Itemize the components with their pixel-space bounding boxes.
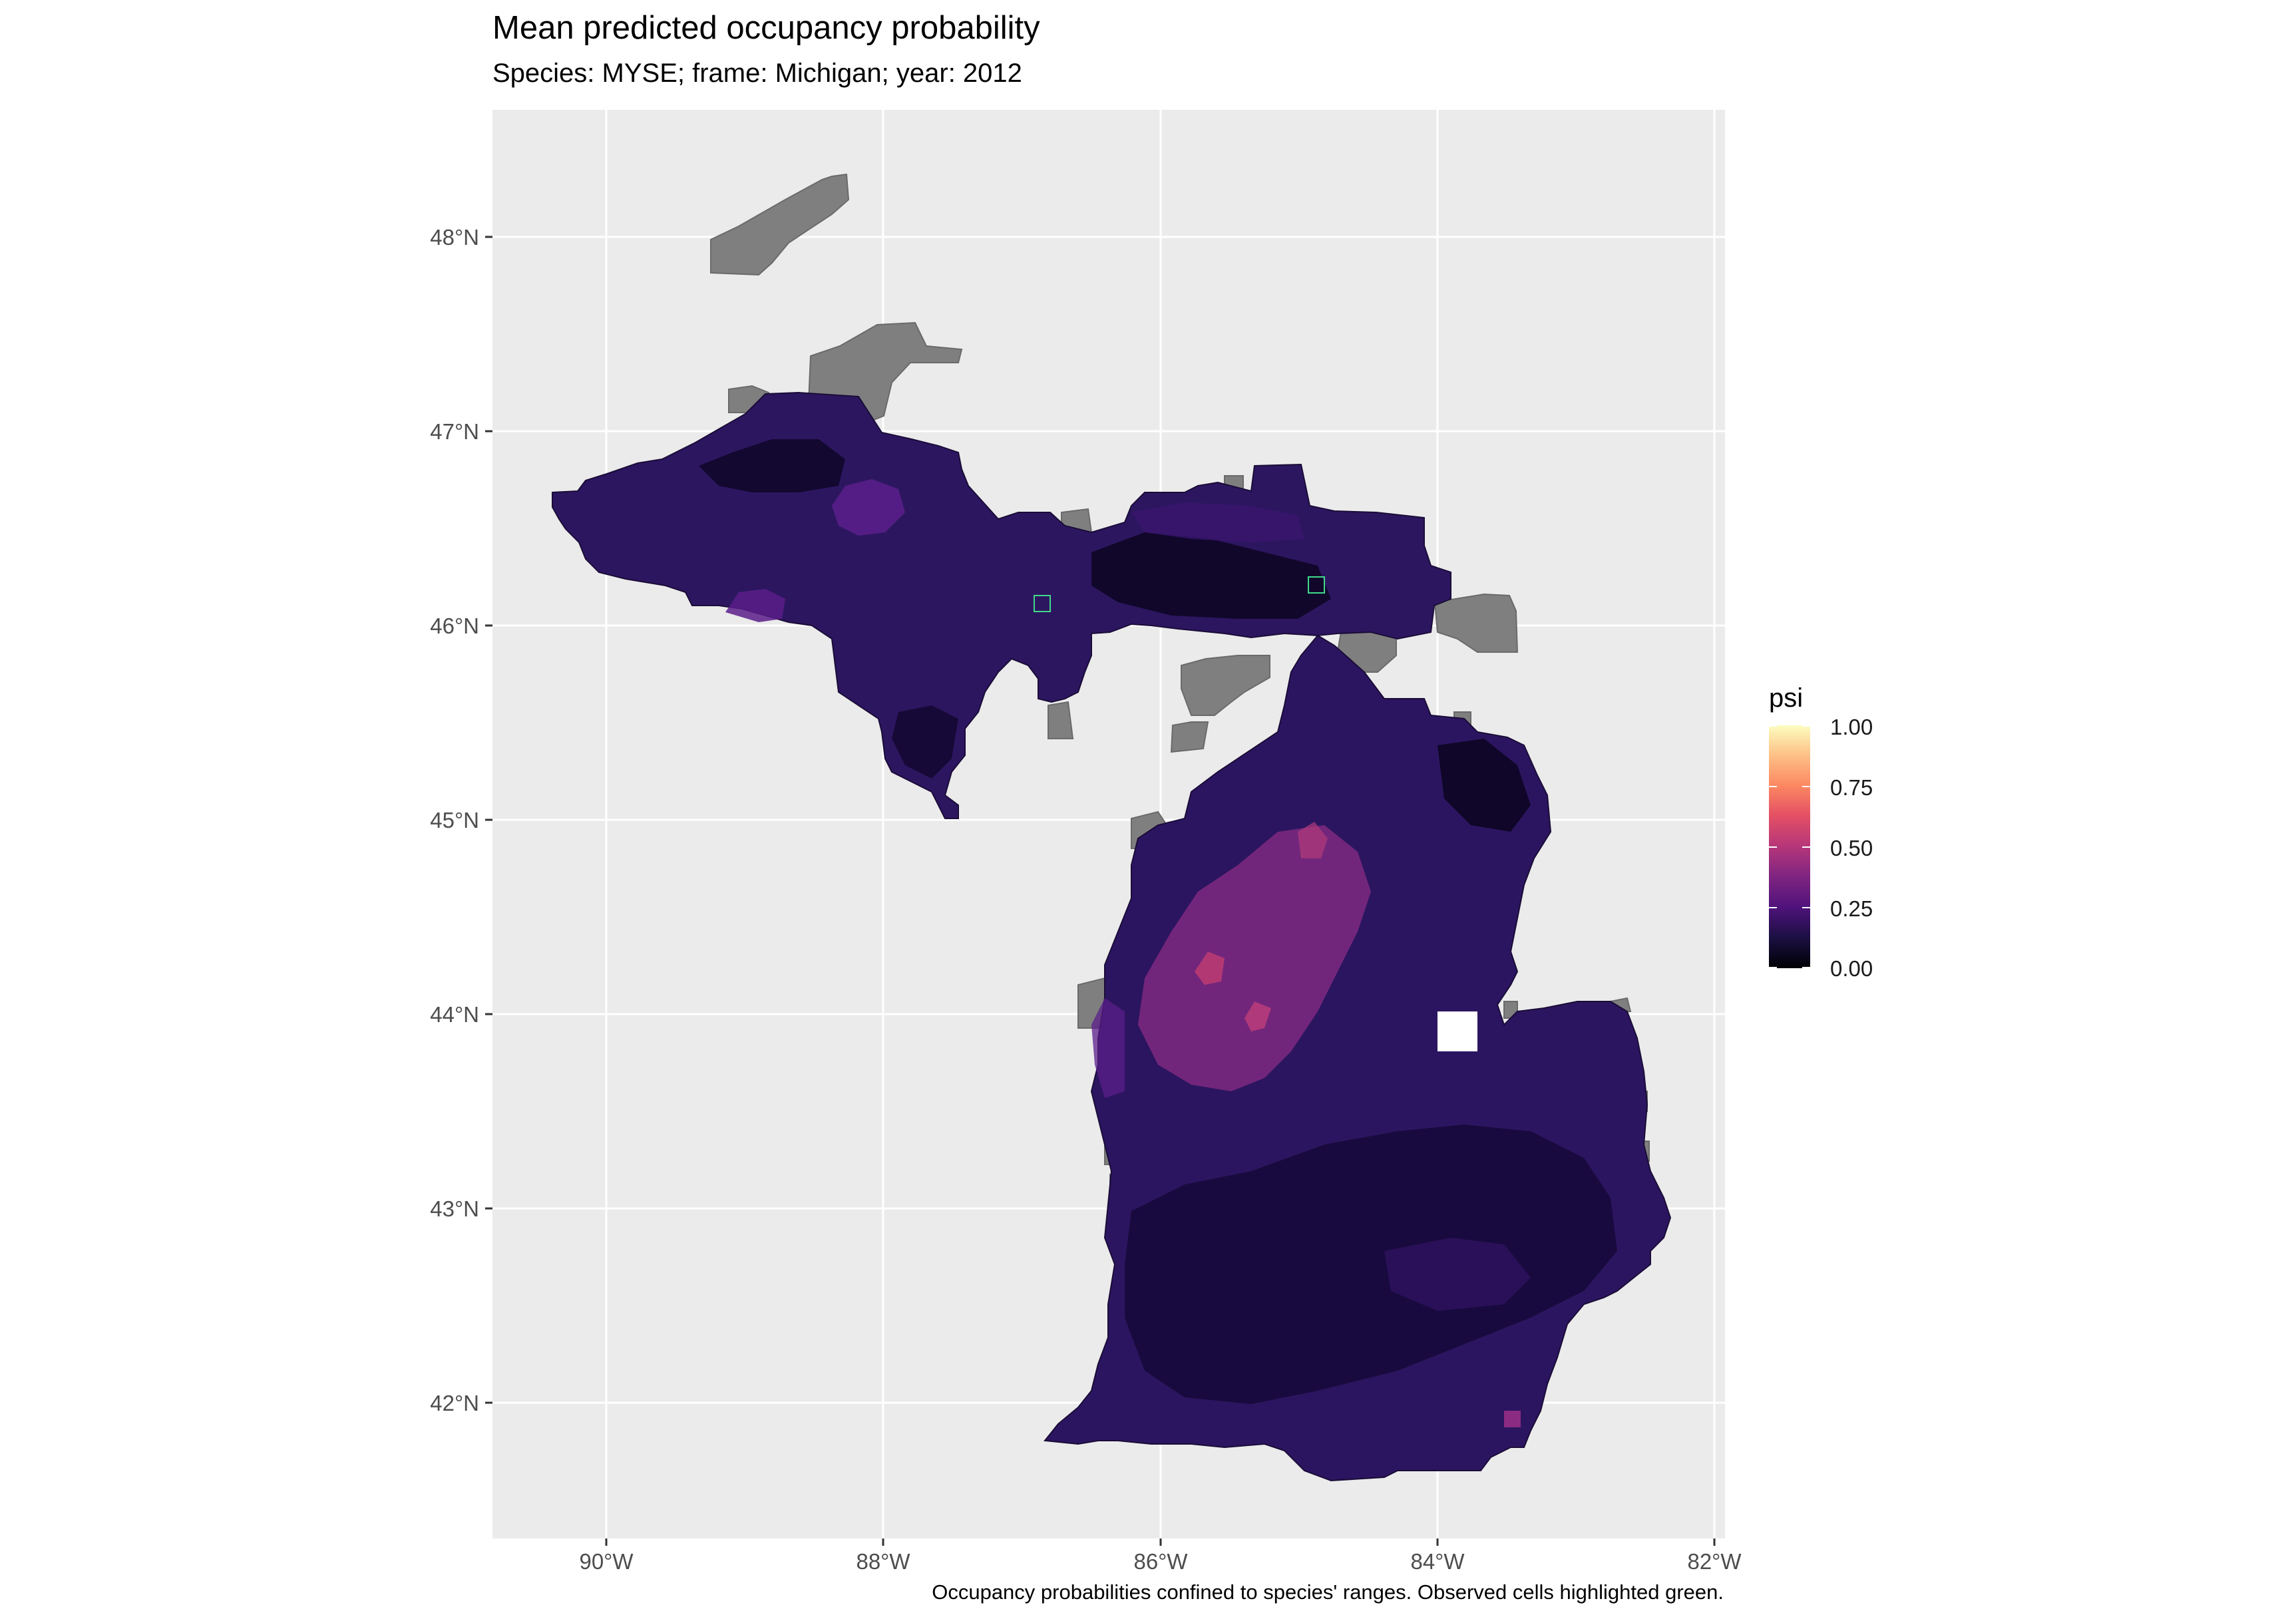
legend-label: 0.00 (1830, 956, 1873, 981)
lp-hotspot-c (1298, 822, 1328, 858)
x-tick-label: 88°W (856, 1549, 910, 1574)
legend-label: 0.50 (1830, 836, 1873, 860)
chart-title: Mean predicted occupancy probability (492, 10, 1040, 46)
legend-label: 1.00 (1830, 715, 1873, 739)
up-dark-north (699, 439, 845, 492)
lp-hotspot-a (1195, 952, 1225, 985)
up-bright-west (725, 589, 785, 622)
observed-cell (1034, 595, 1051, 612)
lp-west-edge (1091, 998, 1125, 1098)
lp-dark-south (1125, 1125, 1617, 1404)
legend-label: 0.25 (1830, 896, 1873, 921)
y-tick-label: 47°N (430, 419, 479, 444)
grey-cells-up-south (1048, 701, 1074, 739)
chart-caption: Occupancy probabilities confined to spec… (932, 1580, 1724, 1604)
upper-peninsula-east-grey (1434, 593, 1519, 653)
axis-ticks (485, 236, 1716, 1546)
y-tick-label: 42°N (430, 1391, 479, 1415)
legend-ticks (1769, 725, 1810, 968)
up-bright-center (832, 479, 905, 536)
up-dark-east (1091, 532, 1331, 619)
lp-bright-core (1138, 825, 1371, 1091)
island-small-1 (1170, 721, 1209, 753)
up-dark-south (892, 705, 958, 779)
upper-peninsula (552, 391, 1451, 819)
lp-mid-band (1384, 1238, 1531, 1311)
isle-royale (710, 173, 850, 276)
lp-dark-ne (1437, 739, 1531, 832)
y-tick-label: 44°N (430, 1002, 479, 1027)
y-tick-label: 45°N (430, 808, 479, 832)
y-tick-label: 43°N (430, 1196, 479, 1221)
x-tick-label: 82°W (1687, 1549, 1742, 1574)
observed-cell (1308, 576, 1325, 594)
x-tick-label: 86°W (1133, 1549, 1188, 1574)
legend-label: 0.75 (1830, 775, 1873, 800)
x-tick-label: 84°W (1410, 1549, 1465, 1574)
legend-title: psi (1769, 683, 1804, 713)
saginaw-bay-gap (1437, 1011, 1477, 1051)
y-tick-label: 48°N (430, 225, 479, 250)
y-tick-label: 46°N (430, 614, 479, 638)
lower-peninsula (1044, 634, 1672, 1482)
observed-cells (1034, 576, 1325, 612)
lp-magenta-cell (1504, 1411, 1521, 1427)
lp-hotspot-b (1244, 1001, 1271, 1031)
chart-subtitle: Species: MYSE; frame: Michigan; year: 20… (492, 59, 1022, 88)
up-main (552, 391, 1451, 819)
beaver-island (1181, 655, 1270, 716)
up-mid-purple (1131, 502, 1304, 542)
x-tick-label: 90°W (579, 1549, 634, 1574)
